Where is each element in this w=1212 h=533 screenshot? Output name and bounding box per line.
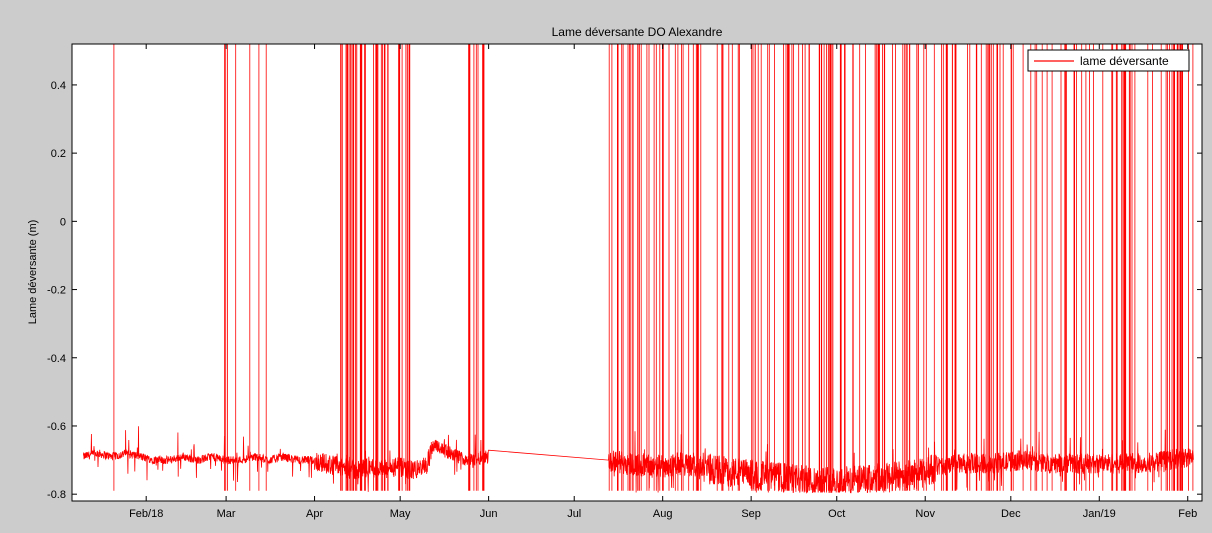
- plot-frame: [71, 43, 1203, 502]
- x-tick-label: Jul: [567, 508, 581, 520]
- x-tick-label: Nov: [915, 508, 935, 520]
- x-tick-label: Feb/18: [129, 508, 163, 520]
- y-tick-label: -0.2: [47, 285, 66, 297]
- legend: lame déversante: [1027, 49, 1190, 72]
- y-tick-label: -0.8: [47, 489, 66, 501]
- y-tick-label: 0.4: [51, 80, 66, 92]
- plot-area: [71, 43, 1203, 502]
- y-axis: 0.4 0.2 0 -0.2 -0.4 -0.6 -0.8: [47, 80, 1202, 501]
- y-axis-label: Lame déversante (m): [27, 220, 39, 325]
- y-tick-label: -0.4: [47, 353, 66, 365]
- x-tick-label: Oct: [828, 508, 845, 520]
- series-spikes: [113, 44, 1194, 491]
- x-tick-label: Feb: [1178, 508, 1197, 520]
- y-tick-label: -0.6: [47, 421, 66, 433]
- chart-title: Lame déversante DO Alexandre: [552, 25, 723, 39]
- x-tick-label: Sep: [741, 508, 761, 520]
- x-axis: Feb/18 Mar Apr May Jun Jul Aug Sep Oct Nov Dec Jan/…: [129, 44, 1197, 520]
- x-tick-label: Dec: [1001, 508, 1021, 520]
- series-group: [83, 44, 1194, 494]
- x-tick-label: Mar: [217, 508, 236, 520]
- x-tick-label: Jan/19: [1083, 508, 1116, 520]
- y-tick-label: 0: [60, 216, 66, 228]
- x-tick-label: Aug: [653, 508, 673, 520]
- legend-box: [1027, 49, 1190, 72]
- x-tick-label: May: [390, 508, 411, 520]
- plot-background: [72, 44, 1202, 501]
- x-tick-label: Apr: [306, 508, 323, 520]
- x-tick-label: Jun: [480, 508, 498, 520]
- legend-label: lame déversante: [1080, 54, 1169, 68]
- y-tick-label: 0.2: [51, 148, 66, 160]
